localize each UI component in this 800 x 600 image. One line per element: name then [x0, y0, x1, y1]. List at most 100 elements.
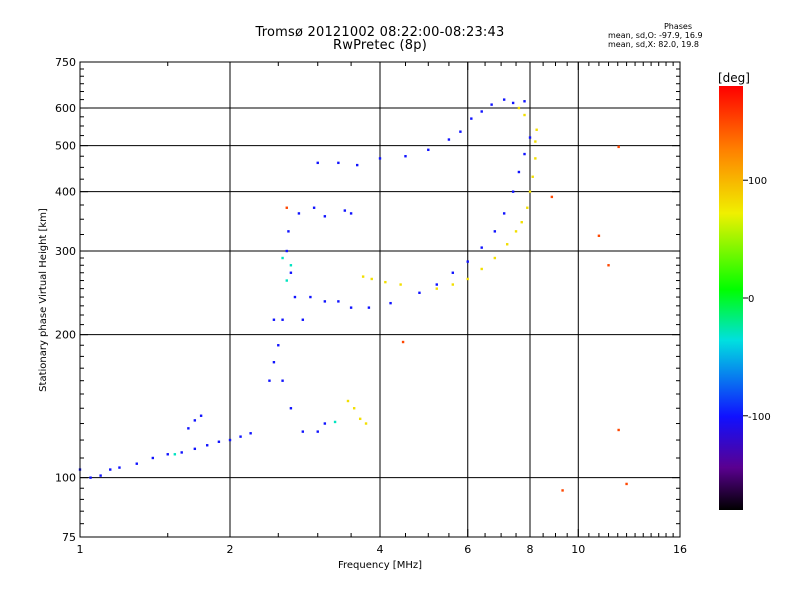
echo-point-s0-53: [378, 157, 382, 160]
phase-stats-header: Phases: [663, 22, 693, 31]
echo-point-s0-63: [523, 100, 526, 103]
y-tick-label-4: 300: [55, 245, 76, 258]
echo-point-s3-6: [597, 234, 601, 237]
echo-point-s0-5: [135, 462, 138, 465]
echo-point-s0-28: [293, 295, 297, 299]
echo-point-s0-35: [337, 300, 340, 303]
echo-point-s1-20: [534, 140, 537, 143]
echo-point-s0-34: [323, 300, 327, 303]
echo-point-s0-8: [180, 451, 183, 454]
echo-point-s0-40: [435, 283, 438, 286]
phase-stats-o: mean, sd,O: -97.9, 16.9: [608, 31, 703, 40]
echo-point-s0-30: [285, 249, 288, 253]
echo-point-s1-19: [534, 157, 537, 160]
echo-point-s0-43: [480, 246, 483, 249]
echo-point-s2-1: [285, 279, 288, 282]
echo-point-s1-15: [520, 220, 523, 224]
y-tick-label-2: 500: [55, 140, 76, 153]
echo-point-s0-60: [490, 103, 493, 106]
echo-point-s0-64: [297, 212, 301, 215]
echo-point-s0-52: [355, 163, 359, 167]
x-tick-label-4: 8: [527, 543, 534, 556]
echo-point-s0-26: [272, 318, 276, 321]
echo-point-s0-45: [502, 212, 506, 215]
echo-point-s3-0: [285, 206, 288, 209]
echo-point-s0-4: [118, 466, 121, 469]
axis-ticks: [79, 61, 681, 537]
echo-point-s0-62: [511, 101, 515, 105]
echo-point-s0-68: [349, 212, 353, 215]
echo-point-s0-51: [337, 161, 340, 165]
echo-point-s0-59: [480, 110, 483, 113]
colorbar-tick-label-0: 100: [748, 176, 767, 187]
echo-point-s1-10: [466, 277, 469, 281]
echo-point-s0-13: [239, 435, 242, 438]
echo-point-s0-50: [316, 161, 319, 165]
echo-point-s0-33: [309, 295, 312, 299]
echo-point-s0-7: [166, 453, 169, 456]
echo-point-s0-57: [459, 130, 462, 133]
y-tick-label-6: 100: [55, 472, 76, 485]
echo-point-s1-22: [523, 113, 526, 117]
echo-point-s3-1: [401, 340, 405, 344]
echo-point-s1-11: [480, 267, 483, 271]
echo-point-s0-16: [193, 419, 197, 422]
echo-point-s1-7: [399, 283, 402, 286]
echo-point-s0-2: [99, 474, 102, 477]
echo-point-s0-66: [323, 215, 327, 218]
phase-stats-x: mean, sd,X: 82.0, 19.8: [608, 40, 699, 49]
echo-point-s0-9: [193, 447, 197, 451]
x-tick-label-0: 1: [77, 543, 84, 556]
echo-point-s0-32: [289, 271, 293, 274]
x-tick-label-1: 2: [227, 543, 234, 556]
echo-point-s0-61: [502, 98, 506, 101]
y-tick-label-7: 75: [62, 531, 76, 544]
echo-point-s0-21: [281, 379, 284, 382]
echo-point-s3-7: [607, 264, 610, 267]
echo-point-s0-49: [528, 136, 532, 139]
echo-point-s3-5: [617, 145, 620, 149]
echo-point-s2-2: [289, 264, 293, 267]
echo-point-s0-38: [389, 301, 392, 305]
echo-point-s0-56: [447, 138, 451, 141]
x-tick-label-2: 4: [377, 543, 384, 556]
echo-point-s0-24: [316, 430, 319, 433]
echo-point-s0-47: [517, 170, 521, 174]
echo-point-s3-8: [625, 482, 628, 486]
x-tick-label-6: 16: [673, 543, 687, 556]
x-tick-label-3: 6: [464, 543, 471, 556]
y-tick-label-1: 600: [55, 102, 76, 115]
echo-point-s0-44: [493, 230, 497, 233]
axis-tick-labels: 1 2 4 6 8 10 16 750 600 500 400 300 200 100 75: [55, 56, 687, 556]
echo-point-s1-13: [505, 243, 509, 246]
echo-point-s0-37: [367, 306, 371, 309]
echo-point-s0-15: [187, 427, 190, 430]
y-tick-label-3: 400: [55, 186, 76, 199]
phase-stats: Phases mean, sd,O: -97.9, 16.9 mean, sd,…: [608, 22, 738, 49]
echo-point-s2-4: [173, 453, 177, 456]
echo-point-s0-6: [151, 456, 155, 460]
echo-point-s0-58: [470, 117, 473, 120]
echo-point-s1-14: [514, 230, 518, 233]
echo-point-s0-12: [228, 438, 232, 442]
echo-point-s0-27: [281, 318, 284, 321]
echo-point-s0-18: [268, 379, 271, 382]
echo-point-s0-46: [511, 190, 515, 193]
echo-point-s0-25: [323, 422, 327, 425]
echo-point-s0-1: [89, 476, 92, 479]
echo-point-s1-9: [451, 283, 455, 286]
echo-point-s0-31: [287, 230, 290, 233]
echo-point-s2-0: [281, 256, 284, 260]
echo-point-s0-11: [217, 440, 221, 443]
echo-point-s0-3: [109, 468, 112, 471]
echo-point-s3-4: [617, 428, 620, 432]
colorbar-gradient: [719, 86, 743, 510]
echo-point-s0-55: [427, 148, 430, 152]
echo-point-s1-0: [346, 399, 350, 403]
x-tick-label-5: 10: [571, 543, 585, 556]
x-axis-label: Frequency [MHz]: [338, 560, 422, 571]
echo-point-s1-17: [528, 190, 532, 193]
echo-point-s1-12: [493, 256, 497, 260]
